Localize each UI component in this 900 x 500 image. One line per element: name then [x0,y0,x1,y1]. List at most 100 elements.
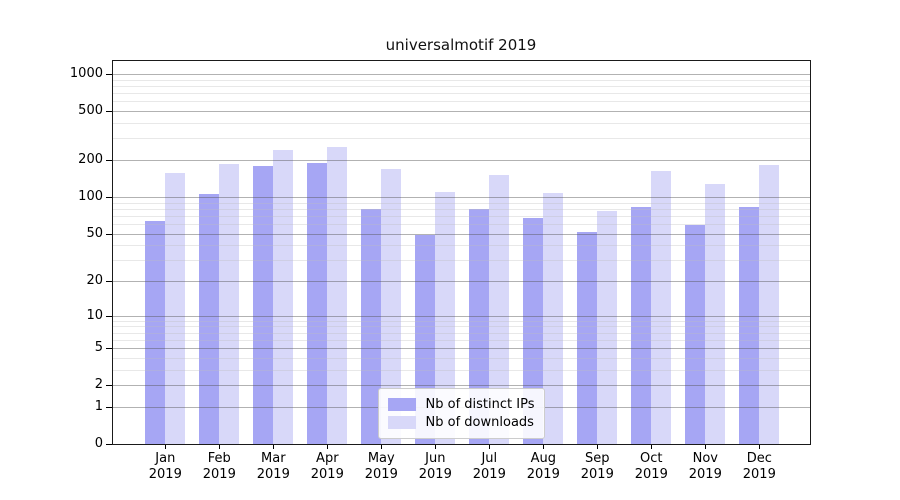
y-tick-label-100: 100 [78,188,103,204]
bar-nb-of-downloads-jun [435,192,456,444]
x-tick-month: Dec [746,451,772,466]
x-tick-month: Feb [207,451,231,466]
x-tick-label-feb: Feb 2019 [189,451,249,483]
x-tick-month: Jul [481,451,498,466]
x-tick-month: Jan [155,451,176,466]
legend-swatch-distinct-ips [387,398,416,411]
bar-nb-of-distinct-ips-aug [523,218,544,444]
gridline-minor-3 [113,369,810,371]
x-tick-mark-may [381,445,383,449]
x-tick-label-oct: Oct 2019 [621,451,681,483]
x-tick-year: 2019 [364,467,398,482]
y-tick-mark-100 [106,196,112,198]
x-tick-year: 2019 [148,467,182,482]
x-tick-year: 2019 [472,467,506,482]
x-tick-year: 2019 [310,467,344,482]
gridline-major-50 [113,233,810,235]
x-tick-mark-feb [219,445,221,449]
x-tick-mark-sep [597,445,599,449]
bar-nb-of-distinct-ips-sep [577,232,598,444]
x-tick-mark-dec [759,445,761,449]
x-tick-mark-oct [651,445,653,449]
x-tick-month: Apr [316,451,339,466]
y-tick-mark-5 [106,348,112,350]
legend-entry-downloads: Nb of downloads [387,415,535,430]
bar-nb-of-distinct-ips-jan [145,221,166,444]
bar-nb-of-distinct-ips-jul [469,209,490,444]
gridline-minor-300 [113,138,810,140]
y-tick-mark-10 [106,315,112,317]
gridline-minor-70 [113,215,810,217]
legend: Nb of distinct IPs Nb of downloads [377,388,546,439]
x-tick-label-nov: Nov 2019 [675,451,735,483]
gridline-minor-80 [113,208,810,210]
y-tick-label-2: 2 [94,377,103,393]
bar-nb-of-distinct-ips-apr [307,162,328,444]
y-tick-label-500: 500 [78,103,103,119]
x-tick-label-apr: Apr 2019 [297,451,357,483]
gridline-major-200 [113,160,810,161]
legend-label-distinct-ips: Nb of distinct IPs [425,397,535,412]
chart-title: universalmotif 2019 [385,36,537,54]
gridline-major-5 [113,348,810,350]
y-tick-label-50: 50 [86,225,103,241]
gridline-minor-30 [113,260,810,262]
gridline-minor-60 [113,223,810,225]
bar-nb-of-downloads-oct [651,170,672,444]
gridline-minor-800 [113,86,810,87]
x-tick-month: Aug [530,451,556,466]
x-tick-label-dec: Dec 2019 [729,451,789,483]
x-tick-label-jun: Jun 2019 [405,451,465,483]
x-tick-mark-mar [273,445,275,449]
bar-nb-of-distinct-ips-mar [253,166,274,444]
x-tick-year: 2019 [418,467,452,482]
bar-nb-of-downloads-apr [327,147,348,444]
y-tick-label-10: 10 [86,307,103,323]
y-tick-label-1000: 1000 [69,66,103,82]
x-tick-label-sep: Sep 2019 [567,451,627,483]
x-tick-label-jan: Jan 2019 [135,451,195,483]
y-tick-label-20: 20 [86,273,103,288]
gridline-minor-900 [113,79,810,81]
bar-nb-of-downloads-sep [597,211,618,444]
bar-nb-of-distinct-ips-may [361,208,382,444]
bar-nb-of-distinct-ips-nov [685,224,706,444]
gridline-major-2 [113,385,810,387]
x-tick-month: Sep [585,451,610,466]
x-tick-month: Nov [692,451,718,466]
bar-nb-of-distinct-ips-dec [739,206,760,444]
gridline-minor-600 [113,101,810,103]
x-tick-month: Mar [261,451,286,466]
bar-nb-of-downloads-jan [165,173,186,444]
y-tick-mark-50 [106,233,112,235]
y-tick-label-5: 5 [94,340,103,356]
bar-nb-of-downloads-dec [759,165,780,444]
bar-nb-of-downloads-feb [219,163,240,444]
y-tick-mark-1 [106,406,112,408]
gridline-major-1000 [113,74,810,76]
x-tick-mark-nov [705,445,707,449]
gridline-minor-400 [113,123,810,125]
bar-nb-of-downloads-nov [705,183,726,444]
y-tick-mark-500 [106,111,112,113]
bar-nb-of-distinct-ips-oct [631,207,652,444]
y-tick-label-0: 0 [94,436,103,451]
x-tick-label-may: May 2019 [351,451,411,483]
legend-swatch-downloads [387,416,416,429]
bar-nb-of-downloads-may [381,169,402,444]
bar-nb-of-downloads-jul [489,175,510,444]
gridline-minor-8 [113,326,810,328]
x-tick-label-mar: Mar 2019 [243,451,303,483]
gridline-minor-4 [113,357,810,359]
y-tick-mark-20 [106,281,112,282]
x-tick-label-jul: Jul 2019 [459,451,519,483]
x-tick-mark-jul [489,445,491,449]
x-tick-year: 2019 [742,467,776,482]
x-tick-year: 2019 [256,467,290,482]
x-tick-year: 2019 [688,467,722,482]
y-tick-mark-0 [106,444,112,445]
x-tick-year: 2019 [634,467,668,482]
plot-area: Nb of distinct IPs Nb of downloads [112,60,811,445]
x-tick-month: Jun [425,451,446,466]
gridline-minor-40 [113,245,810,247]
